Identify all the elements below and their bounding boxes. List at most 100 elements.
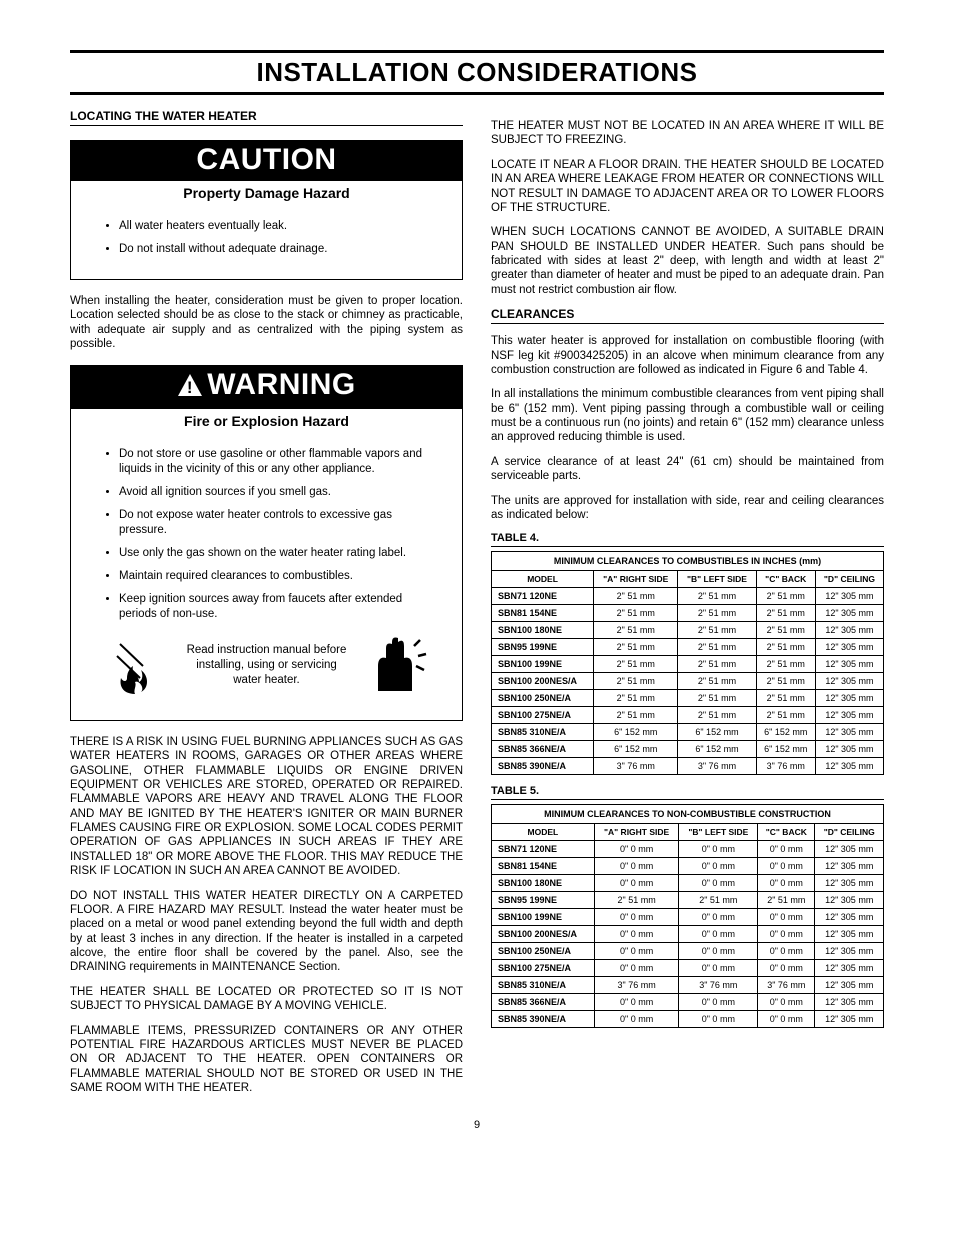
warning-body: Do not store or use gasoline or other fl…: [71, 435, 462, 719]
list-item: Use only the gas shown on the water heat…: [119, 546, 438, 561]
table-row: SBN85 366NE/A0" 0 mm0" 0 mm0" 0 mm12" 30…: [492, 994, 884, 1011]
table-cell: 2" 51 mm: [678, 622, 756, 639]
table-cell: SBN100 250NE/A: [492, 943, 595, 960]
table-row: SBN100 200NES/A2" 51 mm2" 51 mm2" 51 mm1…: [492, 673, 884, 690]
table-cell: 6" 152 mm: [678, 724, 756, 741]
table-cell: 2" 51 mm: [678, 673, 756, 690]
table-cell: 3" 76 mm: [758, 977, 815, 994]
table-cell: 0" 0 mm: [679, 875, 758, 892]
list-item: Keep ignition sources away from faucets …: [119, 592, 438, 622]
table-cell: 2" 51 mm: [756, 622, 815, 639]
table-cell: 12" 305 mm: [815, 926, 884, 943]
table-cell: 0" 0 mm: [758, 943, 815, 960]
table-caption: MINIMUM CLEARANCES TO COMBUSTIBLES IN IN…: [492, 552, 884, 571]
warning-banner-text: WARNING: [207, 368, 356, 401]
table-cell: 12" 305 mm: [815, 588, 883, 605]
table-cell: 0" 0 mm: [594, 909, 679, 926]
warning-icon-row: Read instruction manual before installin…: [105, 630, 438, 706]
warning-triangle-icon: !: [177, 371, 203, 405]
table-header: "D" CEILING: [815, 571, 883, 588]
table-cell: SBN95 199NE: [492, 639, 594, 656]
table-header: MODEL: [492, 824, 595, 841]
table-cell: 12" 305 mm: [815, 639, 883, 656]
table-cell: 2" 51 mm: [594, 690, 678, 707]
table-cell: 0" 0 mm: [758, 926, 815, 943]
table-header: "B" LEFT SIDE: [678, 571, 756, 588]
table-cell: 2" 51 mm: [678, 690, 756, 707]
table-row: SBN95 199NE2" 51 mm2" 51 mm2" 51 mm12" 3…: [492, 639, 884, 656]
left-para-4: THE HEATER SHALL BE LOCATED OR PROTECTED…: [70, 985, 463, 1014]
table-cell: 0" 0 mm: [679, 858, 758, 875]
caution-subtitle: Property Damage Hazard: [71, 181, 462, 207]
table-cell: 12" 305 mm: [815, 758, 883, 775]
table-row: SBN71 120NE0" 0 mm0" 0 mm0" 0 mm12" 305 …: [492, 841, 884, 858]
table-cell: 2" 51 mm: [678, 707, 756, 724]
table-cell: 0" 0 mm: [594, 960, 679, 977]
table-cell: SBN100 199NE: [492, 656, 594, 673]
table-cell: 2" 51 mm: [594, 588, 678, 605]
table-cell: 0" 0 mm: [679, 841, 758, 858]
two-column-layout: LOCATING THE WATER HEATER CAUTION Proper…: [70, 109, 884, 1105]
table-row: SBN85 310NE/A6" 152 mm6" 152 mm6" 152 mm…: [492, 724, 884, 741]
warning-subtitle: Fire or Explosion Hazard: [71, 409, 462, 435]
table-cell: 12" 305 mm: [815, 994, 884, 1011]
table-cell: 2" 51 mm: [756, 673, 815, 690]
warning-box: ! WARNING Fire or Explosion Hazard Do no…: [70, 365, 463, 720]
table-cell: 0" 0 mm: [679, 960, 758, 977]
table-cell: SBN100 200NES/A: [492, 926, 595, 943]
table-cell: 0" 0 mm: [594, 875, 679, 892]
table-cell: 6" 152 mm: [678, 741, 756, 758]
table-row: SBN95 199NE2" 51 mm2" 51 mm2" 51 mm12" 3…: [492, 892, 884, 909]
table-cell: 6" 152 mm: [594, 724, 678, 741]
list-item: Avoid all ignition sources if you smell …: [119, 485, 438, 500]
list-item: Do not expose water heater controls to e…: [119, 508, 438, 538]
table-cell: 2" 51 mm: [756, 656, 815, 673]
table-cell: SBN85 366NE/A: [492, 994, 595, 1011]
table-cell: SBN85 310NE/A: [492, 977, 595, 994]
table-cell: 2" 51 mm: [678, 656, 756, 673]
table-cell: 12" 305 mm: [815, 892, 884, 909]
table4: MINIMUM CLEARANCES TO COMBUSTIBLES IN IN…: [491, 551, 884, 775]
table-cell: 12" 305 mm: [815, 977, 884, 994]
caution-body: All water heaters eventually leak.Do not…: [71, 207, 462, 279]
table-row: SBN100 199NE2" 51 mm2" 51 mm2" 51 mm12" …: [492, 656, 884, 673]
table-cell: SBN85 390NE/A: [492, 1011, 595, 1028]
caution-box: CAUTION Property Damage Hazard All water…: [70, 140, 463, 280]
table-cell: 0" 0 mm: [594, 858, 679, 875]
table-cell: 0" 0 mm: [758, 909, 815, 926]
table-cell: SBN100 180NE: [492, 622, 594, 639]
table-cell: SBN71 120NE: [492, 588, 594, 605]
table-cell: SBN81 154NE: [492, 605, 594, 622]
right-para-2: LOCATE IT NEAR A FLOOR DRAIN. THE HEATER…: [491, 158, 884, 216]
table-cell: 12" 305 mm: [815, 943, 884, 960]
right-para-4: This water heater is approved for instal…: [491, 334, 884, 377]
table-cell: 12" 305 mm: [815, 707, 883, 724]
table-cell: SBN100 275NE/A: [492, 707, 594, 724]
right-para-1: THE HEATER MUST NOT BE LOCATED IN AN ARE…: [491, 119, 884, 148]
table-row: SBN100 275NE/A2" 51 mm2" 51 mm2" 51 mm12…: [492, 707, 884, 724]
table-cell: 12" 305 mm: [815, 741, 883, 758]
table-row: SBN85 310NE/A3" 76 mm3" 76 mm3" 76 mm12"…: [492, 977, 884, 994]
table-cell: 2" 51 mm: [678, 605, 756, 622]
right-column: THE HEATER MUST NOT BE LOCATED IN AN ARE…: [491, 109, 884, 1105]
table4-label: TABLE 4.: [491, 532, 884, 547]
table-cell: SBN100 250NE/A: [492, 690, 594, 707]
table-cell: SBN85 366NE/A: [492, 741, 594, 758]
table-cell: SBN85 310NE/A: [492, 724, 594, 741]
table-cell: 2" 51 mm: [756, 639, 815, 656]
table-cell: 3" 76 mm: [678, 758, 756, 775]
table-cell: 12" 305 mm: [815, 724, 883, 741]
table-cell: 0" 0 mm: [679, 909, 758, 926]
table-cell: SBN100 200NES/A: [492, 673, 594, 690]
page-number: 9: [70, 1119, 884, 1131]
table-header: "A" RIGHT SIDE: [594, 571, 678, 588]
right-para-7: The units are approved for installation …: [491, 494, 884, 523]
list-item: All water heaters eventually leak.: [119, 219, 438, 234]
table5-label: TABLE 5.: [491, 785, 884, 800]
table-cell: 0" 0 mm: [679, 943, 758, 960]
table-cell: 0" 0 mm: [758, 960, 815, 977]
table-cell: 2" 51 mm: [594, 639, 678, 656]
left-para-3: DO NOT INSTALL THIS WATER HEATER DIRECTL…: [70, 889, 463, 975]
table-caption: MINIMUM CLEARANCES TO NON-COMBUSTIBLE CO…: [492, 805, 884, 824]
table-cell: 12" 305 mm: [815, 605, 883, 622]
